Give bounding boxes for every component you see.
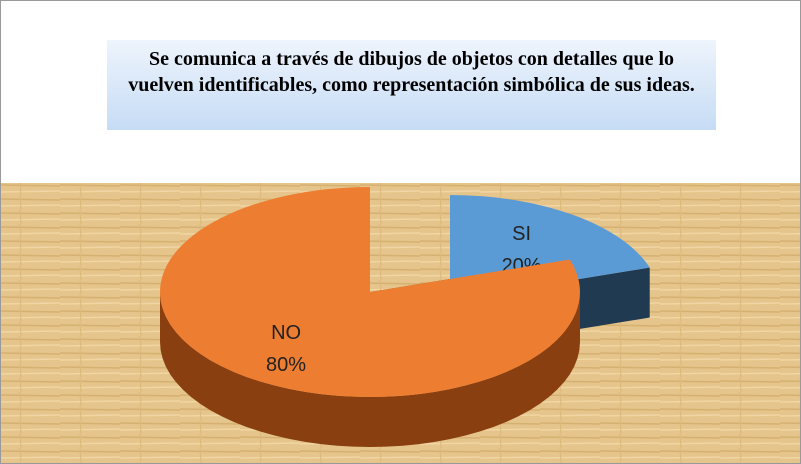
slice-label: NO [271,322,301,344]
chart-title: Se comunica a través de dibujos de objet… [107,40,716,130]
slice-value-label: 80% [266,354,306,376]
slice [160,187,580,398]
slice-wall [160,292,580,447]
slice-label: SI [512,223,531,245]
